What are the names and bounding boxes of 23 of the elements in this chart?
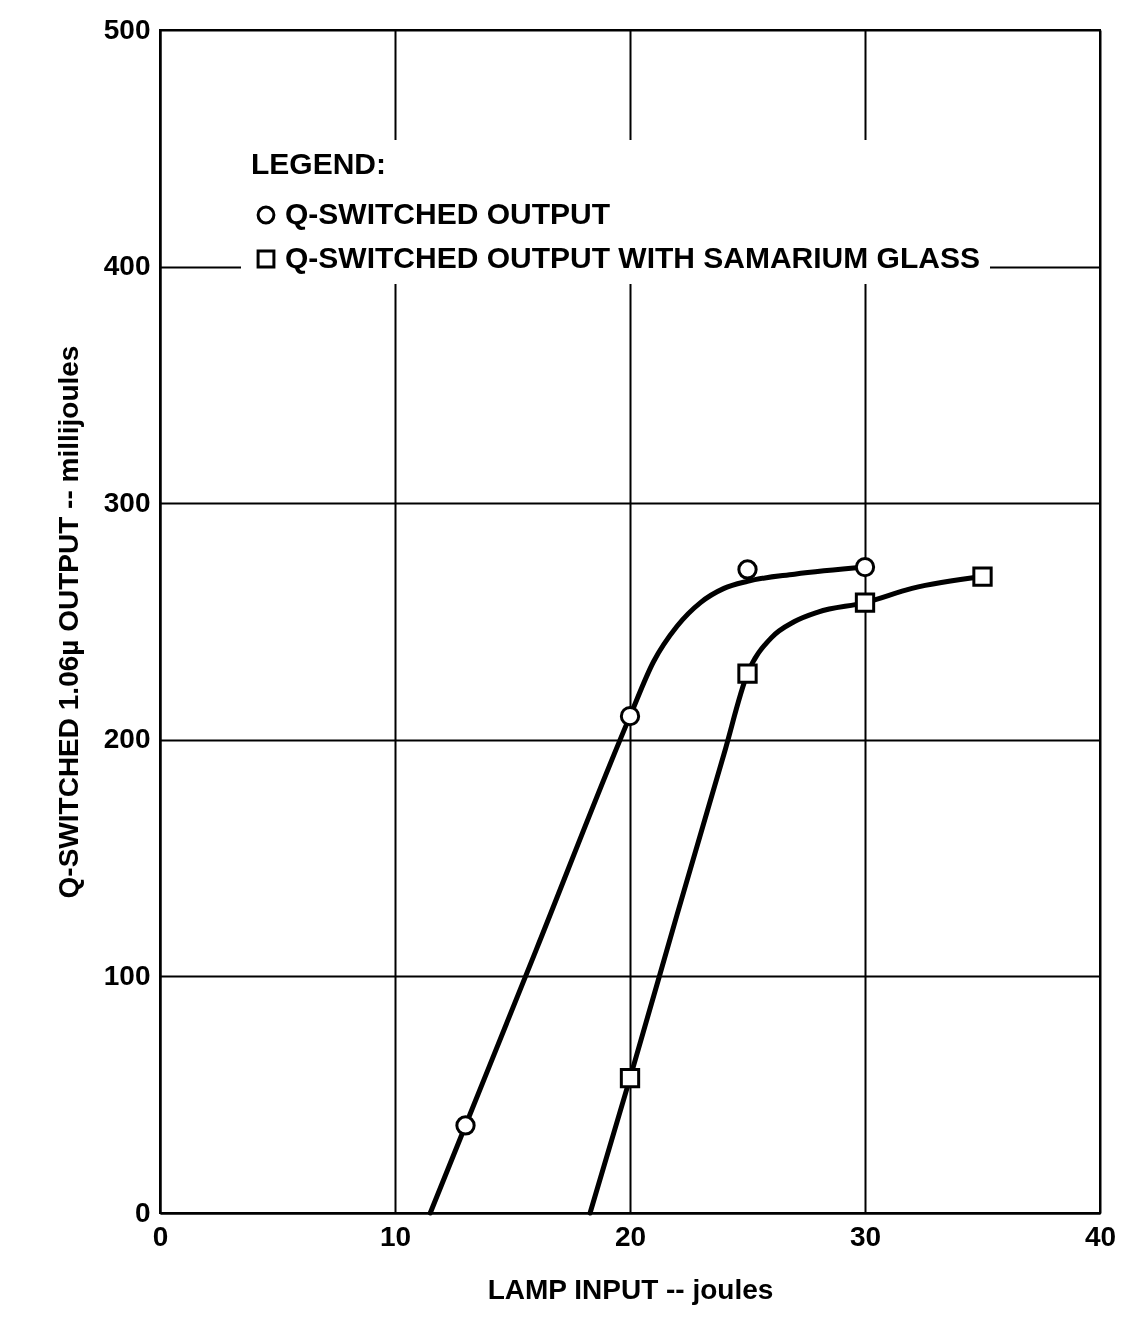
y-axis-title: Q-SWITCHED 1.06µ OUTPUT -- millijoules xyxy=(52,345,84,899)
point xyxy=(455,1115,476,1136)
point xyxy=(854,556,876,578)
legend-title: LEGEND: xyxy=(251,147,386,180)
legend-label: Q-SWITCHED OUTPUT WITH SAMARIUM GLASS xyxy=(285,241,980,274)
y-tick-label: 500 xyxy=(103,13,151,45)
y-tick-label: 300 xyxy=(103,486,151,518)
point xyxy=(854,592,876,613)
y-tick-label: 200 xyxy=(103,723,151,755)
point xyxy=(619,1067,641,1089)
point xyxy=(972,566,993,587)
point xyxy=(737,663,758,684)
point xyxy=(737,559,758,580)
point xyxy=(619,706,641,727)
x-tick-label: 20 xyxy=(614,1220,647,1252)
y-tick-label: 100 xyxy=(103,959,151,991)
y-tick-label: 0 xyxy=(134,1196,151,1228)
y-tick-label: 400 xyxy=(103,250,151,282)
x-tick-label: 30 xyxy=(849,1220,882,1252)
legend-label: Q-SWITCHED OUTPUT xyxy=(285,197,610,230)
x-tick-label: 40 xyxy=(1084,1220,1117,1252)
x-axis-title: LAMP INPUT -- joules xyxy=(487,1273,774,1305)
x-tick-label: 10 xyxy=(379,1220,412,1252)
